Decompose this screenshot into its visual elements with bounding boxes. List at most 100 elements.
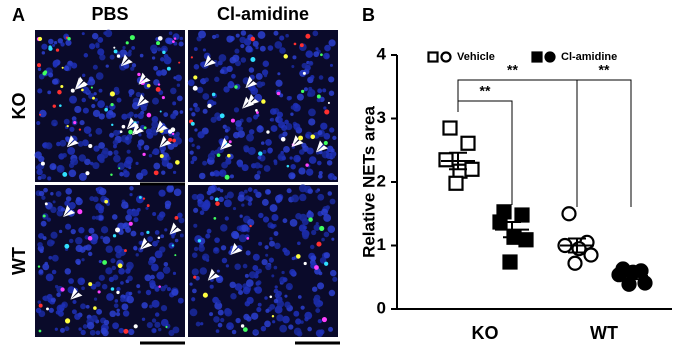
nucleus: [79, 120, 85, 126]
nucleus: [226, 191, 234, 199]
stain: [52, 104, 57, 108]
stain: [165, 325, 168, 329]
nucleus: [283, 249, 291, 256]
nucleus: [204, 77, 209, 82]
point: [583, 247, 599, 263]
nucleus: [133, 245, 138, 251]
nucleus: [289, 268, 296, 276]
nucleus: [199, 267, 208, 275]
stain: [37, 265, 41, 268]
stain: [302, 71, 306, 75]
nucleus: [323, 106, 327, 110]
nucleus: [98, 88, 103, 93]
stain: [215, 201, 220, 206]
nucleus: [145, 206, 149, 210]
nucleus: [298, 184, 307, 193]
nucleus: [42, 263, 50, 271]
stain: [153, 170, 159, 176]
nucleus: [274, 242, 281, 250]
arrowhead: [203, 55, 216, 68]
nucleus: [172, 101, 177, 106]
row-label: KO: [9, 93, 29, 120]
arrowhead: [291, 135, 304, 148]
nucleus: [277, 72, 281, 76]
stain: [157, 36, 163, 41]
nucleus: [262, 216, 270, 223]
nucleus: [279, 324, 288, 333]
stain: [321, 316, 328, 323]
nucleus: [232, 232, 240, 240]
stain: [85, 171, 90, 176]
nucleus: [98, 113, 105, 120]
nucleus: [256, 125, 264, 133]
nucleus: [155, 69, 163, 77]
stain: [64, 243, 70, 249]
nucleus: [288, 324, 294, 330]
nucleus: [41, 43, 48, 50]
nucleus: [72, 299, 77, 305]
nucleus: [332, 135, 337, 140]
nucleus: [273, 231, 279, 236]
stain: [261, 99, 266, 104]
arrowhead: [230, 242, 243, 255]
nucleus: [129, 193, 133, 197]
y-tick-label: 0: [377, 298, 386, 317]
nucleus: [151, 151, 156, 155]
nucleus: [241, 164, 249, 172]
nucleus: [135, 253, 139, 257]
nucleus: [71, 62, 78, 69]
point: [464, 161, 480, 177]
nucleus: [191, 112, 196, 117]
nucleus: [273, 265, 278, 270]
nucleus: [297, 241, 301, 246]
nucleus: [153, 65, 159, 71]
nucleus: [281, 155, 287, 161]
nucleus: [213, 247, 219, 252]
nucleus: [178, 41, 184, 47]
nucleus: [179, 233, 184, 238]
stain: [159, 110, 162, 113]
nucleus: [116, 97, 122, 103]
stain: [133, 324, 138, 329]
nucleus: [97, 36, 104, 43]
nucleus: [216, 187, 221, 191]
nucleus: [202, 108, 208, 114]
nucleus: [255, 72, 263, 80]
stain: [303, 261, 307, 266]
nucleus: [93, 92, 97, 96]
nucleus: [170, 113, 177, 120]
nucleus: [116, 286, 121, 292]
nucleus: [167, 143, 175, 150]
nucleus: [257, 302, 262, 307]
nucleus: [331, 148, 335, 153]
nucleus: [105, 64, 109, 68]
nucleus: [151, 299, 160, 308]
nucleus: [77, 277, 86, 286]
stain: [142, 197, 146, 200]
nucleus: [219, 169, 227, 177]
nucleus: [167, 184, 174, 192]
nucleus: [235, 33, 240, 38]
nucleus: [318, 170, 323, 176]
stain: [178, 61, 181, 64]
stain: [73, 121, 77, 125]
nucleus: [105, 267, 113, 275]
legend-label: Cl-amidine: [561, 51, 617, 63]
nucleus: [95, 42, 100, 47]
nucleus: [154, 312, 160, 317]
nucleus: [315, 221, 319, 226]
nucleus: [112, 322, 119, 330]
stain: [119, 130, 123, 134]
stain: [123, 328, 129, 334]
nucleus: [203, 200, 211, 208]
arrowhead: [207, 268, 220, 281]
point: [637, 275, 653, 291]
x-tick-label: KO: [472, 323, 499, 343]
nucleus: [92, 109, 101, 118]
nucleus: [83, 245, 88, 250]
nucleus: [323, 132, 331, 140]
nucleus: [248, 129, 255, 135]
nucleus: [329, 198, 336, 205]
nucleus: [254, 173, 261, 180]
stain: [211, 92, 216, 97]
